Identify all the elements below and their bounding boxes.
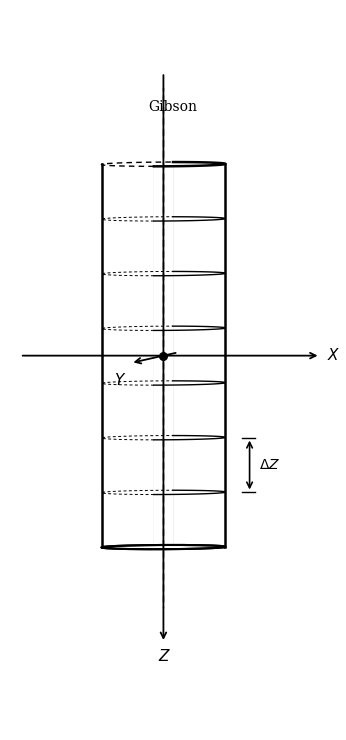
Polygon shape [101,162,226,166]
Polygon shape [101,162,173,549]
Polygon shape [154,162,226,549]
Text: $\Delta Z$: $\Delta Z$ [259,458,280,472]
Text: Z: Z [158,648,169,664]
Text: X: X [328,348,339,363]
Text: Y: Y [113,372,123,388]
Polygon shape [101,545,226,549]
Text: Gibson: Gibson [148,100,198,114]
